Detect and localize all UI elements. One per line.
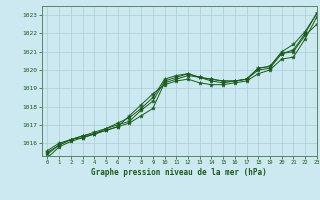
X-axis label: Graphe pression niveau de la mer (hPa): Graphe pression niveau de la mer (hPa) bbox=[91, 168, 267, 177]
